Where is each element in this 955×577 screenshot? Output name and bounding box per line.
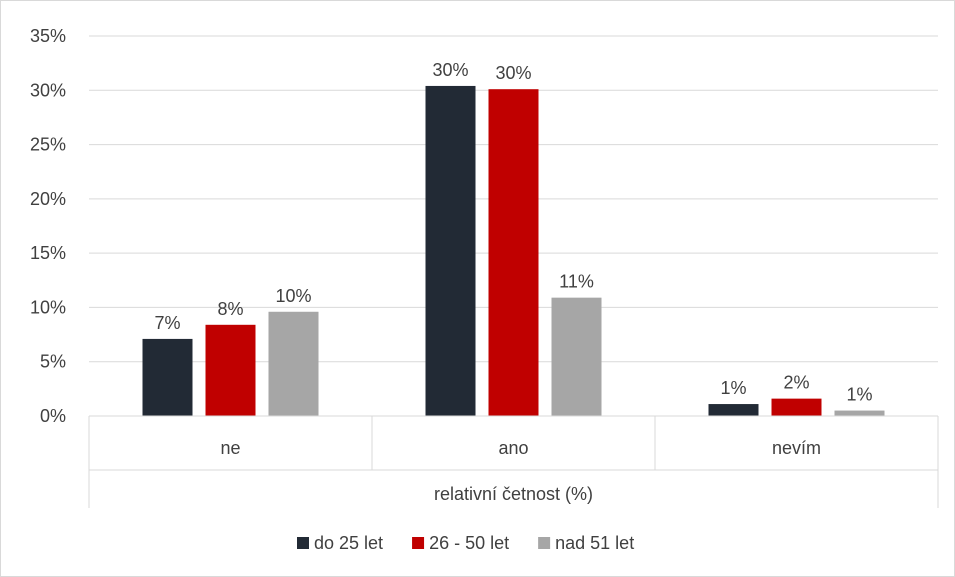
data-label: 30% (495, 63, 531, 83)
data-label: 30% (432, 60, 468, 80)
data-label: 11% (559, 272, 594, 292)
legend-label: nad 51 let (555, 533, 634, 553)
y-tick-label: 30% (30, 80, 66, 100)
y-tick-label: 35% (30, 26, 66, 46)
bar (834, 410, 885, 416)
data-label: 1% (846, 385, 872, 405)
data-label: 1% (720, 378, 746, 398)
bar (268, 311, 319, 416)
bar (205, 324, 256, 416)
y-tick-label: 15% (30, 243, 66, 263)
data-label: 2% (783, 373, 809, 393)
group-axis-label: relativní četnost (%) (434, 484, 593, 504)
y-tick-label: 10% (30, 297, 66, 317)
bars (142, 85, 885, 416)
bar (771, 398, 822, 416)
category-label: ano (498, 438, 528, 458)
legend-label: 26 - 50 let (429, 533, 509, 553)
category-axis: ne ano nevím (88, 415, 939, 508)
bar (551, 297, 602, 416)
bar (708, 404, 759, 416)
y-tick-label: 25% (30, 135, 66, 155)
legend-swatch (297, 537, 309, 549)
legend: do 25 let 26 - 50 let nad 51 let (297, 533, 634, 553)
data-label: 10% (275, 286, 311, 306)
y-axis-ticks: 0% 5% 10% 15% 20% 25% 30% 35% (30, 26, 66, 426)
data-labels: 7% 8% 10% 30% 30% 11% 1% 2% 1% (154, 60, 872, 405)
y-tick-label: 20% (30, 189, 66, 209)
category-label: nevím (772, 438, 821, 458)
data-label: 7% (154, 313, 180, 333)
legend-label: do 25 let (314, 533, 383, 553)
category-label: ne (220, 438, 240, 458)
bar (488, 89, 539, 416)
y-tick-label: 5% (40, 352, 66, 372)
legend-swatch (538, 537, 551, 549)
legend-swatch (412, 537, 425, 549)
bar (425, 85, 476, 416)
bar (142, 338, 193, 416)
data-label: 8% (217, 299, 243, 319)
y-tick-label: 0% (40, 406, 66, 426)
